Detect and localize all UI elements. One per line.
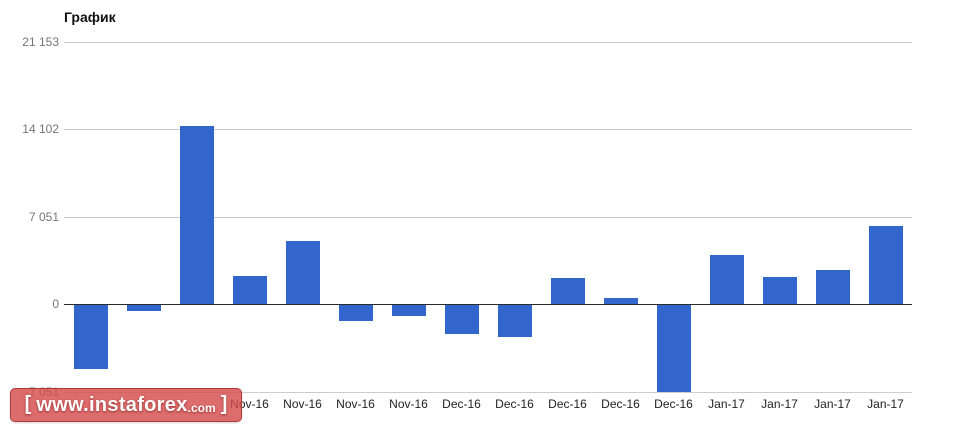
bar[interactable]: [232, 276, 267, 305]
watermark-left-bracket: [: [24, 392, 32, 415]
x-axis-tick-label: Jan-17: [761, 397, 798, 411]
y-axis-tick-label: 0: [52, 297, 59, 312]
gridline: [64, 42, 912, 43]
bar[interactable]: [550, 278, 585, 305]
bar[interactable]: [285, 241, 320, 305]
bar[interactable]: [497, 304, 532, 337]
bar[interactable]: [179, 126, 214, 305]
x-axis-tick-label: Jan-17: [814, 397, 851, 411]
bar[interactable]: [868, 226, 903, 305]
bar[interactable]: [709, 254, 744, 305]
gridline: [64, 391, 912, 393]
x-axis-tick-label: Nov-16: [389, 397, 428, 411]
bar[interactable]: [603, 298, 638, 305]
y-axis-tick-label: 21 153: [22, 35, 59, 49]
bar[interactable]: [73, 304, 108, 370]
x-axis-tick-label: Dec-16: [442, 397, 481, 411]
x-axis-tick-label: Dec-16: [495, 397, 534, 411]
bar[interactable]: [656, 304, 691, 392]
y-axis-tick-label: 14 102: [22, 122, 59, 137]
bar[interactable]: [338, 304, 373, 321]
watermark-domain-text: www.instaforex: [36, 393, 188, 416]
x-axis-tick-label: Dec-16: [654, 397, 693, 411]
x-axis-tick-label: Dec-16: [548, 397, 587, 411]
chart-title: График: [64, 9, 116, 25]
instaforex-watermark: [ www.instaforex .com ]: [10, 388, 242, 422]
x-axis-tick-label: Jan-17: [708, 397, 745, 411]
bar[interactable]: [126, 304, 161, 311]
x-axis-tick-label: Dec-16: [601, 397, 640, 411]
x-axis-tick-label: Jan-17: [867, 397, 904, 411]
zero-axis-line: [64, 304, 912, 306]
bar[interactable]: [815, 269, 850, 305]
y-axis-tick-label: 7 051: [28, 209, 59, 224]
x-axis-tick-label: Nov-16: [283, 397, 322, 411]
gridline: [64, 129, 912, 131]
watermark-tld-text: .com: [187, 400, 216, 415]
x-axis-tick-label: Nov-16: [336, 397, 375, 411]
gridline: [64, 216, 912, 218]
bar[interactable]: [391, 304, 426, 316]
bar[interactable]: [762, 277, 797, 305]
bar[interactable]: [444, 304, 479, 334]
watermark-right-bracket: ]: [220, 392, 228, 415]
